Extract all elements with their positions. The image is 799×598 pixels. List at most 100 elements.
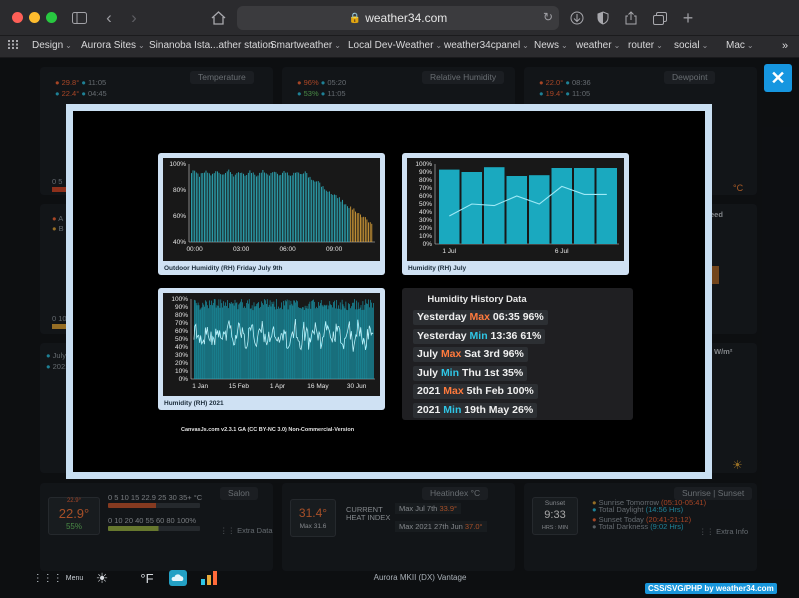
bookmark-news[interactable]: News ⌄ (534, 40, 568, 51)
unit-toggle-button[interactable]: °F (136, 568, 158, 588)
theme-toggle-icon[interactable]: ☀ (92, 568, 112, 588)
bar (272, 172, 273, 242)
bookmark-sinanoba[interactable]: Sinanoba Ista...ather station (149, 40, 274, 51)
bar (371, 224, 372, 242)
chart-humidity-today: 100% 80% 60% 40% 00:00 03:00 06:00 09:00 Outdoo… (158, 153, 385, 275)
new-tab-icon[interactable]: + (678, 7, 698, 29)
bookmarks-grid-icon[interactable] (8, 40, 18, 52)
bar (341, 202, 342, 242)
bookmark-social[interactable]: social ⌄ (674, 40, 708, 51)
bookmark-weather34cpanel[interactable]: weather34cpanel ⌄ (444, 40, 529, 51)
bar (259, 173, 260, 242)
bar (358, 213, 359, 242)
chart-july-svg: 100%90%80%70%60%50%40%30%20%10%0%1 Jul 6 … (407, 158, 624, 261)
humidity-history-panel: Humidity History Data Yesterday Max 06:3… (402, 288, 633, 420)
bar (328, 192, 329, 242)
bar (201, 308, 202, 379)
share-icon[interactable] (621, 7, 641, 29)
x-tick-label: 1 Jan (192, 383, 208, 390)
more-bookmarks-icon[interactable]: » (782, 40, 788, 52)
bar (230, 304, 231, 379)
bar (237, 173, 238, 242)
chart-humidity-2021: 100% 90% 80% 70% 60% 50% 40% 30% 20% 10% 0% 1 Jan 15… (158, 288, 385, 410)
bookmark-router[interactable]: router ⌄ (628, 40, 663, 51)
bookmark-smartweather[interactable]: Smartweather ⌄ (270, 40, 341, 51)
bookmark-aurora-sites[interactable]: Aurora Sites ⌄ (81, 40, 145, 51)
bar (439, 170, 460, 244)
minimize-window-button[interactable] (29, 12, 40, 23)
bookmark-design[interactable]: Design ⌄ (32, 40, 72, 51)
address-bar[interactable]: 🔒 weather34.com ↻ (237, 6, 559, 30)
y-tick-label: 60% (173, 213, 186, 220)
y-tick-label: 20% (175, 360, 188, 367)
bar (360, 215, 361, 243)
close-modal-button[interactable]: ✕ (764, 64, 792, 92)
bar (350, 207, 351, 243)
bookmark-weather[interactable]: weather ⌄ (576, 40, 620, 51)
y-tick-label: 90% (175, 304, 188, 311)
downloads-icon[interactable] (567, 7, 587, 29)
bar (337, 198, 338, 242)
bar (367, 304, 368, 379)
bar (367, 220, 368, 243)
zoom-window-button[interactable] (46, 12, 57, 23)
bar (217, 171, 218, 242)
bar (201, 173, 202, 242)
y-tick-label: 40% (419, 209, 432, 216)
bar (218, 306, 219, 379)
bar (292, 175, 293, 242)
bar (253, 310, 254, 379)
bar (287, 173, 288, 243)
bar (289, 175, 290, 242)
tabs-overview-icon[interactable] (650, 7, 670, 29)
bar (348, 310, 349, 379)
bar (365, 217, 366, 242)
chart-today-svg: 100%80%60%40%00:00 03:00 06:00 09:00 (163, 158, 380, 261)
bar (324, 305, 325, 379)
bar (195, 300, 196, 379)
menu-button[interactable]: ⋮⋮⋮ Menu (37, 568, 79, 588)
credit-badge[interactable]: CSS/SVG/PHP by weather34.com (645, 583, 777, 594)
x-tick-label: 30 Jun (347, 383, 367, 390)
bar (197, 305, 198, 379)
bar (359, 309, 360, 379)
history-row: 2021 Min 19th May 26% (413, 403, 537, 418)
y-tick-label: 80% (173, 187, 186, 194)
bar (273, 304, 274, 379)
browser-toolbar: ‹ › 🔒 weather34.com ↻ + (0, 0, 799, 36)
bar (529, 175, 550, 244)
bar (231, 302, 232, 379)
bar (330, 304, 331, 379)
bar (348, 303, 349, 379)
grid-icon: ⋮⋮⋮ (33, 573, 63, 584)
bar (357, 309, 358, 379)
forward-icon[interactable]: › (126, 7, 142, 29)
bar (250, 309, 251, 379)
back-icon[interactable]: ‹ (101, 7, 117, 29)
bar (313, 180, 314, 242)
bar (315, 308, 316, 379)
x-tick-label: 09:00 (326, 246, 343, 253)
bar (354, 208, 355, 242)
bookmark-mac[interactable]: Mac ⌄ (726, 40, 754, 51)
x-tick-label: 06:00 (279, 246, 296, 253)
reload-icon[interactable]: ↻ (543, 10, 553, 24)
bar (335, 308, 336, 379)
cloud-icon[interactable] (168, 568, 188, 588)
bar (366, 299, 367, 379)
bar (296, 300, 297, 379)
bar (226, 306, 227, 379)
sidebar-toggle-icon[interactable] (68, 7, 90, 29)
charts-icon[interactable] (199, 568, 219, 588)
bar (303, 173, 304, 242)
bookmark-local-dev-weather[interactable]: Local Dev-Weather ⌄ (348, 40, 442, 51)
bar (206, 171, 207, 242)
home-icon[interactable] (208, 7, 228, 29)
close-window-button[interactable] (12, 12, 23, 23)
bar (222, 303, 223, 379)
shield-icon[interactable] (593, 7, 613, 29)
bar (345, 204, 346, 242)
bar (269, 176, 270, 242)
y-tick-label: 10% (419, 233, 432, 240)
chart-today-title: Outdoor Humidity (RH) Friday July 9th (164, 265, 282, 272)
